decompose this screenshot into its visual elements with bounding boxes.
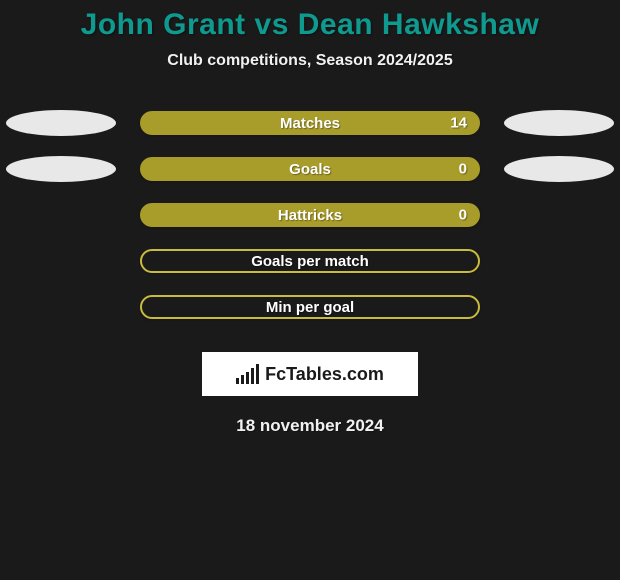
stat-label: Goals per match — [251, 253, 369, 270]
stat-label: Matches — [280, 115, 340, 132]
stat-row: Goals 0 — [0, 146, 620, 192]
stat-value: 0 — [459, 207, 467, 224]
stat-label: Min per goal — [266, 299, 354, 316]
right-ellipse — [504, 110, 614, 136]
stat-bar: Goals 0 — [140, 157, 480, 181]
stat-bar: Hattricks 0 — [140, 203, 480, 227]
stat-row: Min per goal — [0, 284, 620, 330]
stat-label: Goals — [289, 161, 331, 178]
left-ellipse — [6, 156, 116, 182]
stat-row: Goals per match — [0, 238, 620, 284]
stat-bar: Goals per match — [140, 249, 480, 273]
bar-chart-icon — [236, 364, 259, 384]
brand-label: FcTables.com — [265, 364, 384, 385]
left-ellipse — [6, 110, 116, 136]
subtitle: Club competitions, Season 2024/2025 — [0, 52, 620, 70]
stat-row: Matches 14 — [0, 100, 620, 146]
date-line: 18 november 2024 — [0, 416, 620, 436]
stat-label: Hattricks — [278, 207, 342, 224]
stat-bar: Min per goal — [140, 295, 480, 319]
stat-value: 14 — [450, 115, 467, 132]
right-ellipse — [504, 156, 614, 182]
stat-value: 0 — [459, 161, 467, 178]
page-title: John Grant vs Dean Hawkshaw — [0, 0, 620, 42]
stats-container: Matches 14 Goals 0 Hattricks 0 Goals per match… — [0, 100, 620, 330]
brand-box: FcTables.com — [202, 352, 418, 396]
stat-row: Hattricks 0 — [0, 192, 620, 238]
stat-bar: Matches 14 — [140, 111, 480, 135]
